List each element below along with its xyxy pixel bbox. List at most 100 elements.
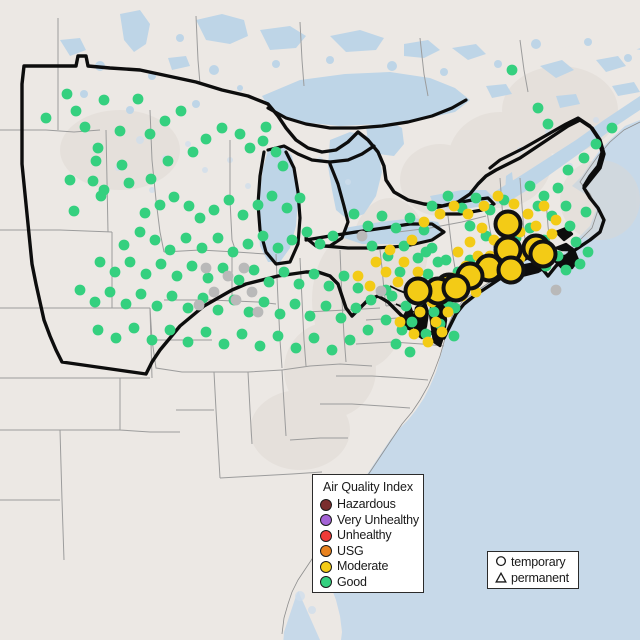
station-marker[interactable] xyxy=(308,268,320,280)
station-marker[interactable] xyxy=(380,314,392,326)
station-marker[interactable] xyxy=(61,88,73,100)
station-marker[interactable] xyxy=(98,94,110,106)
station-marker[interactable] xyxy=(236,328,248,340)
station-marker[interactable] xyxy=(448,330,460,342)
station-marker[interactable] xyxy=(180,232,192,244)
station-marker[interactable] xyxy=(364,280,376,292)
station-marker[interactable] xyxy=(562,164,574,176)
station-marker[interactable] xyxy=(212,304,224,316)
station-marker[interactable] xyxy=(376,210,388,222)
station-marker[interactable] xyxy=(124,256,136,268)
station-marker[interactable] xyxy=(524,180,536,192)
station-marker[interactable] xyxy=(408,328,420,340)
station-marker[interactable] xyxy=(140,268,152,280)
station-marker[interactable] xyxy=(254,340,266,352)
station-marker[interactable] xyxy=(375,285,387,297)
station-marker[interactable] xyxy=(414,306,426,318)
station-marker[interactable] xyxy=(538,200,550,212)
station-marker[interactable] xyxy=(320,300,332,312)
station-marker[interactable] xyxy=(422,336,434,348)
station-marker[interactable] xyxy=(217,262,229,274)
station-marker[interactable] xyxy=(560,200,572,212)
station-marker[interactable] xyxy=(564,220,576,232)
station-marker[interactable] xyxy=(237,209,249,221)
station-marker[interactable] xyxy=(182,302,194,314)
station-marker[interactable] xyxy=(464,220,476,232)
station-marker[interactable] xyxy=(412,266,424,278)
station-marker[interactable] xyxy=(338,270,350,282)
station-marker[interactable] xyxy=(508,198,520,210)
station-marker[interactable] xyxy=(164,324,176,336)
station-marker[interactable] xyxy=(128,322,140,334)
station-marker[interactable] xyxy=(570,236,582,248)
station-marker[interactable] xyxy=(462,208,474,220)
station-marker[interactable] xyxy=(68,205,80,217)
station-marker[interactable] xyxy=(151,300,163,312)
station-marker[interactable] xyxy=(370,256,382,268)
station-marker[interactable] xyxy=(135,288,147,300)
station-marker[interactable] xyxy=(434,208,446,220)
station-marker[interactable] xyxy=(123,177,135,189)
station-marker[interactable] xyxy=(208,204,220,216)
station-marker[interactable] xyxy=(386,290,398,302)
station-marker[interactable] xyxy=(272,242,284,254)
station-marker[interactable] xyxy=(212,232,224,244)
station-marker[interactable] xyxy=(139,207,151,219)
station-marker[interactable] xyxy=(159,115,171,127)
station-marker[interactable] xyxy=(352,282,364,294)
station-marker[interactable] xyxy=(560,264,572,276)
station-marker[interactable] xyxy=(257,135,269,147)
station-marker[interactable] xyxy=(430,316,442,328)
station-marker[interactable] xyxy=(406,316,418,328)
station-marker[interactable] xyxy=(394,266,406,278)
station-marker[interactable] xyxy=(344,334,356,346)
station-marker[interactable] xyxy=(406,234,418,246)
legend-item-moderate[interactable]: Moderate xyxy=(320,559,416,575)
station-marker[interactable] xyxy=(171,270,183,282)
station-marker[interactable] xyxy=(274,308,286,320)
station-marker[interactable] xyxy=(183,200,195,212)
station-marker-emphasized[interactable] xyxy=(496,255,526,285)
station-marker[interactable] xyxy=(92,142,104,154)
station-marker[interactable] xyxy=(244,142,256,154)
station-marker[interactable] xyxy=(362,220,374,232)
station-marker[interactable] xyxy=(230,294,242,306)
station-marker[interactable] xyxy=(263,276,275,288)
station-marker[interactable] xyxy=(70,105,82,117)
station-marker[interactable] xyxy=(110,332,122,344)
station-marker[interactable] xyxy=(574,258,586,270)
station-marker[interactable] xyxy=(428,306,440,318)
station-marker[interactable] xyxy=(390,338,402,350)
station-marker[interactable] xyxy=(155,258,167,270)
station-marker[interactable] xyxy=(404,212,416,224)
station-marker[interactable] xyxy=(146,334,158,346)
station-marker[interactable] xyxy=(356,230,368,242)
station-marker[interactable] xyxy=(542,118,554,130)
station-marker[interactable] xyxy=(248,264,260,276)
station-marker[interactable] xyxy=(200,133,212,145)
station-marker[interactable] xyxy=(114,125,126,137)
station-marker[interactable] xyxy=(404,346,416,358)
station-marker[interactable] xyxy=(74,284,86,296)
station-marker[interactable] xyxy=(550,214,562,226)
station-marker[interactable] xyxy=(120,298,132,310)
station-marker[interactable] xyxy=(144,128,156,140)
station-marker[interactable] xyxy=(432,256,444,268)
legend-item-very-unhealthy[interactable]: Very Unhealthy xyxy=(320,513,419,529)
station-marker[interactable] xyxy=(40,112,52,124)
station-marker[interactable] xyxy=(492,190,504,202)
station-marker[interactable] xyxy=(109,266,121,278)
station-marker[interactable] xyxy=(233,274,245,286)
station-marker[interactable] xyxy=(532,102,544,114)
station-marker[interactable] xyxy=(348,208,360,220)
station-marker[interactable] xyxy=(352,270,364,282)
station-marker[interactable] xyxy=(132,93,144,105)
station-marker[interactable] xyxy=(400,300,412,312)
station-marker[interactable] xyxy=(257,230,269,242)
station-marker[interactable] xyxy=(506,64,518,76)
station-marker[interactable] xyxy=(418,224,430,236)
station-marker[interactable] xyxy=(580,206,592,218)
station-marker[interactable] xyxy=(223,194,235,206)
